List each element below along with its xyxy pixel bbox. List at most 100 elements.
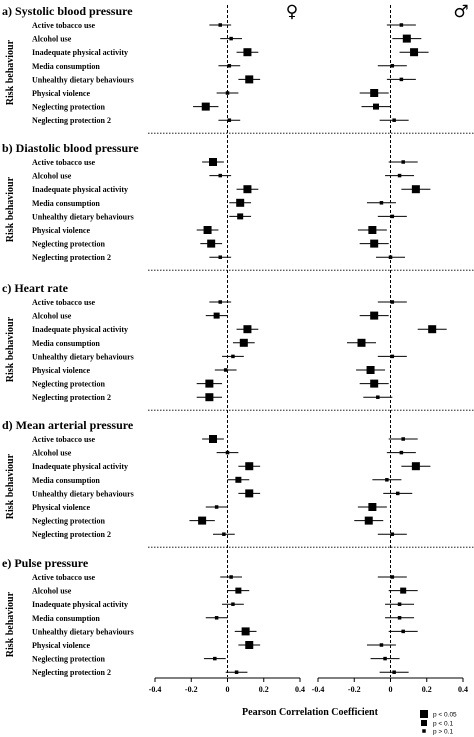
- male-point: [428, 325, 437, 334]
- female-point: [223, 368, 228, 372]
- y-axis-label: Risk behaviour: [5, 453, 16, 519]
- male-point: [411, 462, 420, 471]
- panels: a) Systolic blood pressure Active tobacco…: [2, 4, 474, 677]
- female-point: [214, 505, 219, 509]
- row-label: Inadequate physical activity: [32, 185, 128, 194]
- row-label: Media consumption: [32, 614, 100, 623]
- y-axis-label: Risk behaviour: [5, 176, 16, 242]
- female-point: [222, 532, 226, 536]
- female-point: [235, 476, 242, 483]
- male-point: [357, 338, 366, 347]
- panel-5: e) Pulse pressure Active tobacco use Alcoh…: [2, 556, 418, 677]
- row-label: Neglecting protection 2: [32, 253, 111, 262]
- female-point: [229, 575, 233, 579]
- female-point: [243, 185, 252, 194]
- row-label: Media consumption: [32, 476, 100, 485]
- row-label: Alcohol use: [32, 35, 72, 44]
- x-tick-label: 0: [389, 685, 393, 694]
- row-label: Unhealthy dietary behaviours: [32, 352, 134, 361]
- male-point: [402, 34, 411, 43]
- female-point: [243, 48, 252, 57]
- female-point: [214, 616, 219, 620]
- male-point: [397, 602, 402, 606]
- male-point: [385, 478, 389, 482]
- male-point: [364, 516, 373, 525]
- x-axis: -0.4 -0.2 0 0.2 0.4 -0.4 -0.2 0 0.2 0.4: [149, 677, 468, 694]
- x-tick-label: 0.2: [259, 685, 269, 694]
- female-symbol: ♀: [286, 2, 298, 22]
- panel-title: c) Heart rate: [2, 281, 69, 295]
- row-label: Unhealthy dietary behaviours: [32, 489, 134, 498]
- legend-marker: [421, 720, 427, 726]
- female-point: [225, 450, 230, 455]
- male-point: [401, 160, 405, 164]
- row-label: Active tobacco use: [32, 21, 96, 30]
- x-axis-label: Pearson Correlation Coefficient: [242, 707, 379, 718]
- female-point: [218, 23, 222, 27]
- male-point: [401, 437, 405, 441]
- female-point: [209, 158, 217, 166]
- x-tick-label: 0.4: [458, 685, 468, 694]
- legend-marker: [420, 710, 428, 718]
- row-label: Active tobacco use: [32, 435, 96, 444]
- legend-label: p < 0.05: [433, 712, 457, 719]
- legend-marker: [422, 729, 426, 733]
- female-point: [213, 312, 220, 319]
- row-label: Neglecting protection: [32, 103, 105, 112]
- row-label: Inadequate physical activity: [32, 462, 128, 471]
- panel-title: b) Diastolic blood pressure: [2, 141, 139, 155]
- row-label: Unhealthy dietary behaviours: [32, 75, 134, 84]
- male-point: [379, 643, 384, 647]
- male-point: [390, 300, 395, 304]
- male-point: [368, 503, 377, 511]
- female-point: [213, 656, 217, 661]
- male-point: [390, 354, 395, 359]
- male-point: [379, 201, 384, 205]
- row-label: Alcohol use: [32, 172, 72, 181]
- female-point: [239, 338, 248, 347]
- row-label: Active tobacco use: [32, 158, 96, 167]
- male-symbol: ♂: [453, 2, 468, 22]
- row-label: Alcohol use: [32, 312, 72, 321]
- male-point: [399, 450, 404, 455]
- y-axis-label: Risk behaviour: [5, 316, 16, 382]
- x-tick-label: 0.2: [422, 685, 432, 694]
- panel-1: a) Systolic blood pressure Active tobacco…: [2, 4, 474, 134]
- female-point: [231, 354, 235, 359]
- female-point: [245, 75, 254, 84]
- row-label: Neglecting protection: [32, 380, 105, 389]
- female-point: [201, 102, 210, 111]
- row-label: Inadequate physical activity: [32, 325, 128, 334]
- legend-label: p < 0.1: [433, 721, 453, 728]
- row-label: Physical violence: [32, 641, 90, 650]
- row-label: Media consumption: [32, 199, 100, 208]
- row-label: Neglecting protection 2: [32, 530, 111, 539]
- male-point: [392, 118, 396, 122]
- male-point: [390, 532, 395, 536]
- row-label: Neglecting protection 2: [32, 116, 111, 125]
- row-label: Neglecting protection: [32, 517, 105, 526]
- female-point: [229, 36, 233, 41]
- row-label: Physical violence: [32, 503, 90, 512]
- male-point: [399, 77, 404, 82]
- x-tick-label: 0.4: [295, 685, 305, 694]
- row-label: Neglecting protection: [32, 240, 105, 249]
- female-point: [225, 91, 230, 95]
- male-point: [388, 255, 393, 259]
- female-point: [198, 516, 207, 525]
- row-label: Unhealthy dietary behaviours: [32, 627, 134, 636]
- female-point: [227, 64, 232, 68]
- row-label: Alcohol use: [32, 587, 72, 596]
- female-point: [245, 489, 254, 498]
- male-point: [411, 185, 420, 194]
- female-point: [235, 587, 242, 594]
- legend-label: p > 0.1: [433, 729, 453, 736]
- male-point: [373, 103, 379, 110]
- y-axis-label: Risk behaviour: [5, 591, 16, 657]
- male-point: [390, 214, 395, 219]
- female-point: [218, 300, 222, 304]
- row-label: Media consumption: [32, 339, 100, 348]
- panel-2: b) Diastolic blood pressure Active tobacc…: [2, 141, 474, 271]
- row-label: Active tobacco use: [32, 573, 96, 582]
- panel-title: a) Systolic blood pressure: [2, 4, 133, 18]
